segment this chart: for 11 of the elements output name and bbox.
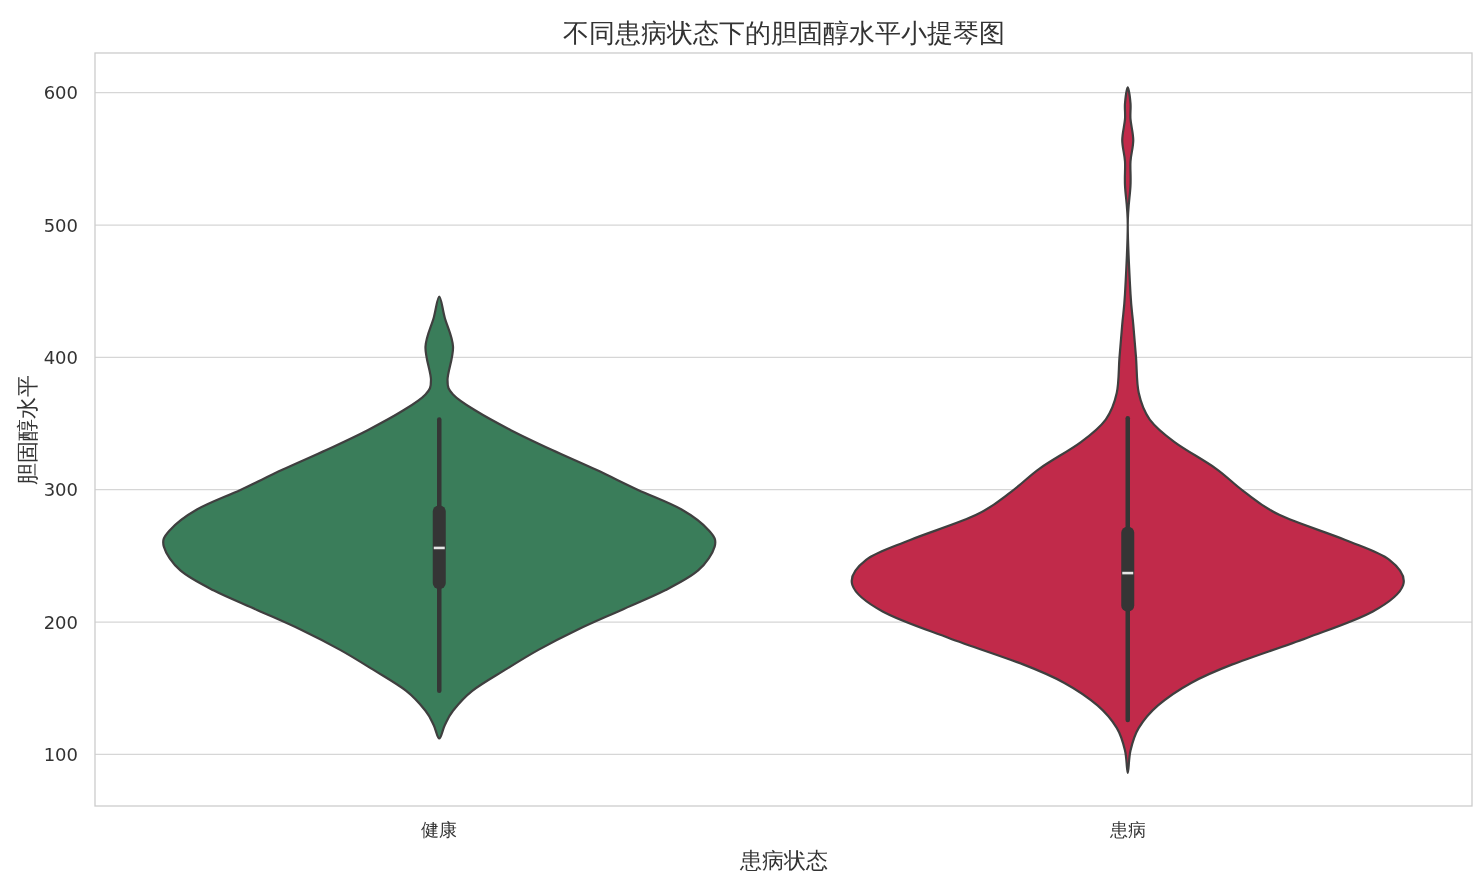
y-tick-label: 100: [43, 743, 78, 765]
y-tick-label: 300: [43, 479, 78, 501]
chart-title: 不同患病状态下的胆固醇水平小提琴图: [562, 18, 1005, 48]
y-tick-label: 200: [43, 611, 78, 633]
x-tick-label: 患病: [1108, 818, 1146, 840]
y-tick-label: 600: [43, 82, 78, 104]
y-tick-label: 500: [43, 214, 78, 236]
x-axis-title: 患病状态: [738, 847, 828, 873]
x-tick-label: 健康: [421, 818, 458, 840]
y-tick-label: 400: [43, 346, 78, 368]
y-axis-title: 胆固醇水平: [14, 374, 40, 485]
